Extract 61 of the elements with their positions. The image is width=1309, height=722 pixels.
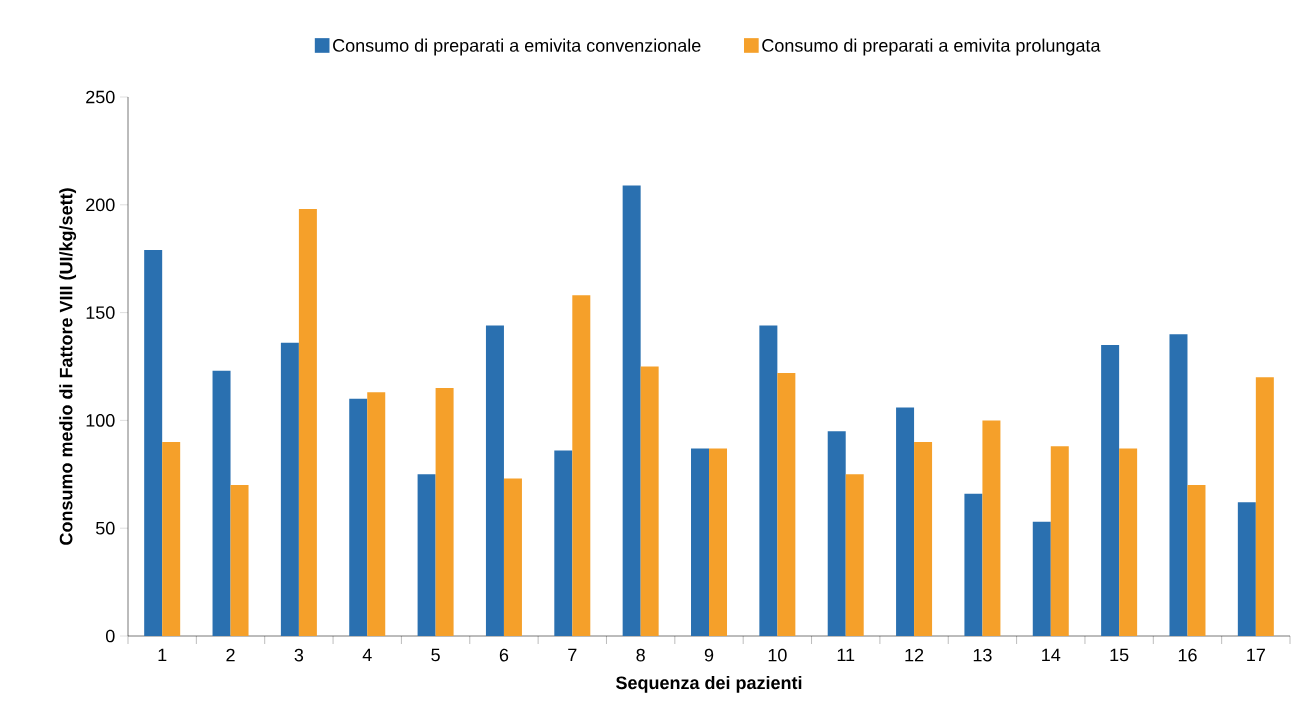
bar xyxy=(1119,448,1138,636)
bar xyxy=(144,250,163,636)
x-tick-label: 4 xyxy=(362,648,372,662)
bar xyxy=(709,448,728,636)
legend-label: Consumo di preparati a emivita convenzionale xyxy=(333,38,701,56)
x-tick-label: 3 xyxy=(294,648,304,662)
bar xyxy=(1101,344,1120,636)
x-tick-label: 7 xyxy=(568,648,577,662)
x-tick-label: 8 xyxy=(636,648,645,662)
x-tick-label: 14 xyxy=(1042,648,1061,662)
bar xyxy=(759,325,778,636)
bar xyxy=(622,185,641,636)
bar xyxy=(1032,521,1051,636)
x-axis-title: Sequenza dei pazienti xyxy=(616,675,802,693)
x-tick-label: 13 xyxy=(973,648,992,662)
legend-label: Consumo di preparati a emivita prolungata xyxy=(762,38,1101,56)
x-tick-label: 9 xyxy=(704,648,714,662)
bar xyxy=(485,325,504,636)
bar xyxy=(1237,502,1256,636)
bar xyxy=(914,441,933,636)
bar xyxy=(572,295,591,636)
y-tick-label: 50 xyxy=(95,521,115,535)
bar xyxy=(896,407,915,636)
y-axis-title: Consumo medio di Fattore VIII (UI/kg/sett) xyxy=(59,188,77,545)
bar xyxy=(982,420,1001,636)
y-tick-label: 100 xyxy=(86,414,115,427)
bar xyxy=(367,392,386,636)
x-tick-label: 6 xyxy=(499,648,509,662)
bar xyxy=(1169,334,1188,636)
y-tick-label: 150 xyxy=(86,306,115,319)
bar xyxy=(280,342,299,636)
bar xyxy=(212,370,231,636)
bar xyxy=(964,493,983,636)
bar xyxy=(1050,446,1069,636)
bar xyxy=(827,431,846,636)
bar xyxy=(503,478,522,636)
bar xyxy=(349,398,368,636)
x-tick-label: 1 xyxy=(158,648,167,662)
bar xyxy=(640,366,659,636)
bar xyxy=(162,441,181,636)
bar xyxy=(1255,377,1274,636)
bar xyxy=(435,388,454,636)
bar xyxy=(554,450,573,636)
x-tick-label: 12 xyxy=(905,648,924,662)
x-tick-label: 15 xyxy=(1110,648,1129,662)
bar xyxy=(417,474,436,636)
y-tick-label: 0 xyxy=(106,629,115,643)
bar xyxy=(230,485,249,636)
bar xyxy=(691,448,710,636)
bar xyxy=(1187,485,1206,636)
x-tick-label: 5 xyxy=(431,648,440,662)
x-tick-label: 17 xyxy=(1247,648,1265,662)
bar xyxy=(845,474,864,636)
bar xyxy=(777,372,796,636)
x-tick-label: 2 xyxy=(226,648,235,662)
bar xyxy=(298,209,317,636)
x-tick-label: 10 xyxy=(768,648,787,662)
y-tick-label: 200 xyxy=(86,198,115,212)
y-tick-label: 250 xyxy=(86,90,115,104)
x-tick-label: 16 xyxy=(1178,648,1197,662)
x-tick-label: 11 xyxy=(837,648,855,662)
